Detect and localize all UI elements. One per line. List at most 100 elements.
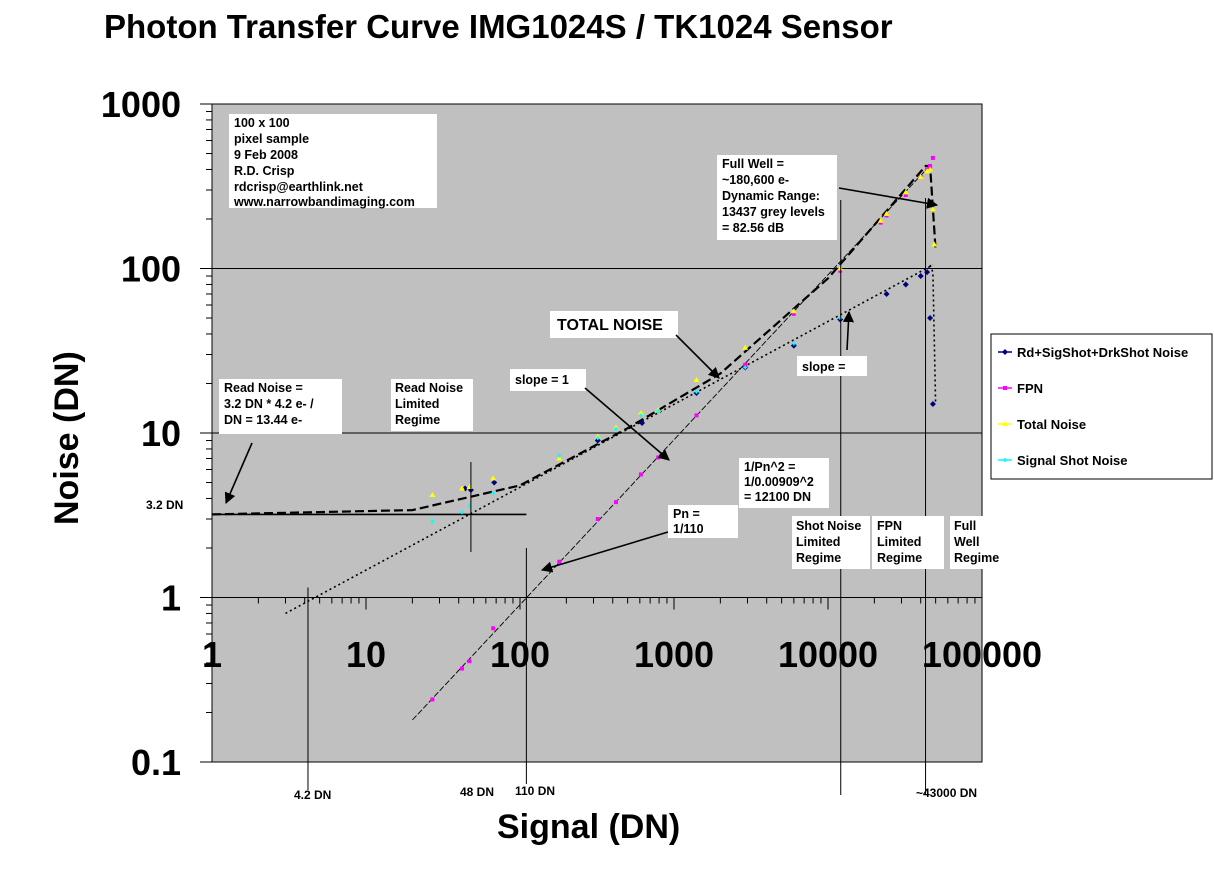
data-point bbox=[491, 479, 498, 486]
data-point bbox=[595, 436, 600, 441]
data-point bbox=[927, 315, 934, 322]
data-point bbox=[430, 697, 435, 702]
shot-regime-line-3: Regime bbox=[796, 551, 841, 565]
legend-label: Signal Shot Noise bbox=[1017, 453, 1128, 468]
y-tick-label: 1000 bbox=[101, 84, 181, 125]
data-point bbox=[459, 510, 464, 515]
full-well-regime-box: Full Well Regime bbox=[950, 516, 1005, 569]
pn-sq-line-3: = 12100 DN bbox=[744, 490, 811, 504]
label-110-dn: 110 DN bbox=[515, 784, 555, 798]
data-point bbox=[556, 455, 563, 461]
data-point bbox=[743, 362, 748, 367]
data-point bbox=[490, 475, 497, 481]
data-point bbox=[430, 519, 435, 524]
data-point bbox=[467, 659, 472, 664]
data-point bbox=[459, 666, 464, 671]
data-point bbox=[491, 491, 496, 496]
read-noise-line-2: 3.2 DN * 4.2 e- / bbox=[224, 397, 314, 411]
data-point bbox=[694, 389, 699, 394]
fpn-regime-line-3: Regime bbox=[877, 551, 922, 565]
data-point bbox=[902, 189, 909, 195]
read-regime-line-2: Limited bbox=[395, 397, 439, 411]
legend: Rd+SigShot+DrkShot Noise FPN Total Noise Si… bbox=[990, 333, 1213, 480]
data-point bbox=[595, 517, 600, 522]
data-point bbox=[743, 365, 748, 370]
data-point bbox=[917, 273, 924, 280]
shot-regime-line-2: Limited bbox=[796, 535, 840, 549]
data-point bbox=[656, 455, 661, 460]
read-noise-line-1: Read Noise = bbox=[224, 381, 303, 395]
slope-one-box: slope = 1 bbox=[510, 369, 586, 391]
y-tick-label: 100 bbox=[121, 249, 181, 290]
data-point bbox=[837, 265, 844, 271]
slope-half-label: slope = bbox=[802, 360, 845, 374]
x-axis: 1 10 100 1000 10000 100000 bbox=[202, 597, 1042, 675]
full-well-line-4: 13437 grey levels bbox=[722, 205, 825, 219]
data-points bbox=[429, 155, 938, 702]
sample-line-1: 100 x 100 bbox=[234, 116, 290, 130]
x-tick-label: 100 bbox=[490, 634, 550, 675]
full-well-box: Full Well = ~180,600 e- Dynamic Range: 1… bbox=[717, 155, 837, 240]
slope-one-arrow bbox=[584, 387, 670, 461]
data-point bbox=[917, 173, 924, 179]
legend-marker bbox=[1003, 458, 1007, 462]
data-point bbox=[924, 168, 931, 174]
full-well-line-5: = 82.56 dB bbox=[722, 221, 784, 235]
y-axis: 0.1 1 10 100 1000 bbox=[101, 84, 213, 783]
data-point bbox=[931, 241, 938, 247]
slope-half-arrow bbox=[842, 310, 855, 351]
read-noise-line-3: DN = 13.44 e- bbox=[224, 413, 302, 427]
data-point bbox=[930, 155, 935, 160]
y-tick-label: 0.1 bbox=[131, 742, 181, 783]
data-point bbox=[693, 376, 700, 382]
legend-label: Total Noise bbox=[1017, 417, 1086, 432]
data-point bbox=[877, 217, 884, 223]
sample-line-6: www.narrowbandimaging.com bbox=[233, 195, 415, 209]
data-point bbox=[903, 192, 908, 197]
data-point bbox=[429, 491, 436, 497]
label-4-2-dn: 4.2 DN bbox=[294, 788, 331, 802]
fw-regime-line-2: Well bbox=[954, 535, 979, 549]
data-point bbox=[613, 426, 618, 431]
data-point bbox=[790, 308, 797, 314]
legend-label: Rd+SigShot+DrkShot Noise bbox=[1017, 345, 1188, 360]
label-43000-dn: ~43000 DN bbox=[916, 786, 977, 800]
legend-label: FPN bbox=[1017, 381, 1043, 396]
data-point bbox=[902, 281, 909, 288]
pn-sq-line-1: 1/Pn^2 = bbox=[744, 460, 795, 474]
x-tick-label: 100000 bbox=[922, 634, 1042, 675]
data-point bbox=[791, 341, 796, 346]
x-tick-label: 10 bbox=[346, 634, 386, 675]
y-tick-label: 1 bbox=[161, 578, 181, 619]
fw-regime-line-3: Regime bbox=[954, 551, 999, 565]
annotation-arrows bbox=[224, 187, 939, 573]
data-point bbox=[458, 485, 465, 491]
pn-sq-line-2: 1/0.00909^2 bbox=[744, 475, 814, 489]
shot-fpn-tail-line bbox=[929, 264, 937, 405]
full-well-line-2: ~180,600 e- bbox=[722, 173, 789, 187]
data-point bbox=[557, 559, 562, 564]
reference-lines bbox=[307, 198, 927, 795]
data-point bbox=[638, 413, 643, 418]
data-point bbox=[694, 413, 699, 418]
data-point bbox=[594, 433, 601, 439]
data-point bbox=[838, 268, 843, 273]
slope-one-label: slope = 1 bbox=[515, 373, 569, 387]
data-point bbox=[637, 410, 644, 416]
fpn-regime-line-2: Limited bbox=[877, 535, 921, 549]
shot-regime-line-1: Shot Noise bbox=[796, 519, 861, 533]
full-well-line-1: Full Well = bbox=[722, 157, 784, 171]
data-point bbox=[927, 166, 934, 172]
legend-marker bbox=[1002, 349, 1008, 355]
pn-box: Pn = 1/110 bbox=[668, 505, 738, 538]
data-point bbox=[639, 420, 646, 427]
x-tick-label: 1 bbox=[202, 634, 222, 675]
data-point bbox=[883, 210, 890, 216]
pn-line-1: Pn = bbox=[673, 507, 700, 521]
sample-line-2: pixel sample bbox=[234, 132, 309, 146]
data-point bbox=[613, 500, 618, 505]
legend-marker bbox=[1003, 386, 1007, 390]
total-noise-box: TOTAL NOISE bbox=[550, 311, 678, 338]
pn-arrow bbox=[540, 531, 669, 573]
